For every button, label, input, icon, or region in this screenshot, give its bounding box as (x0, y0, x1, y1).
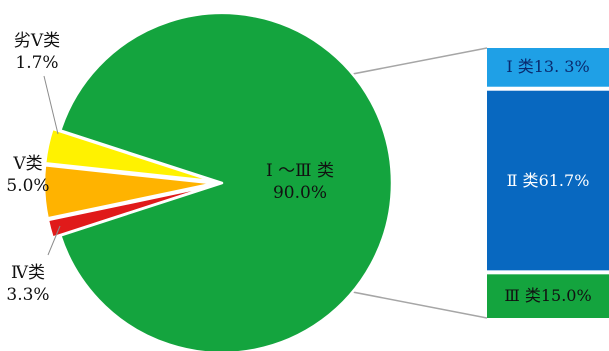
bar-segment-grade-3 (487, 274, 609, 318)
bar-segment-label-grade-2-name: Ⅱ 类 (506, 170, 539, 190)
slice-label-grade-4-name: Ⅳ类 (11, 263, 45, 283)
pie-slice-grade-4 (43, 127, 216, 183)
leader-line-grade-5-inferior (43, 75, 59, 135)
bar-segment-label-grade-3: Ⅲ 类15.0% (487, 285, 609, 307)
slice-label-grade-5-inferior-name: 劣Ⅴ类 (13, 31, 61, 51)
bar-segment-label-grade-1-value: 13. 3% (533, 57, 590, 77)
stacked-bar (487, 48, 609, 318)
slice-label-grade-1-3-value: 90.0% (272, 183, 327, 203)
pie-slice-grade-5 (42, 164, 216, 220)
leader-line-grade-4 (47, 225, 61, 256)
slice-label-grade-1-3: I ～Ⅲ 类 90.0% (240, 160, 360, 204)
pie (42, 11, 394, 351)
bar-segment-label-grade-1: Ⅰ 类13. 3% (487, 56, 609, 78)
slice-label-grade-4: Ⅳ类 3.3% (0, 262, 56, 306)
slice-label-grade-5-inferior-value: 1.7% (15, 53, 59, 73)
bar-segment-label-grade-3-name: Ⅲ 类 (504, 286, 541, 306)
slice-label-grade-1-3-name: I ～Ⅲ 类 (266, 161, 334, 181)
bar-segment-label-grade-1-name: Ⅰ 类 (506, 57, 534, 77)
bar-segment-grade-1 (487, 48, 609, 87)
pie-slice-grade-5-inferior (46, 183, 216, 239)
bar-segment-label-grade-2: Ⅱ 类61.7% (487, 170, 609, 192)
slice-label-grade-4-value: 3.3% (6, 285, 50, 305)
slice-label-grade-5-value: 5.0% (6, 176, 50, 196)
bar-segment-label-grade-2-value: 61.7% (538, 170, 590, 190)
bar-segment-label-grade-3-value: 15.0% (540, 286, 592, 306)
pie-slice-grade-1-3 (59, 11, 394, 351)
bar-segment-grade-2 (487, 90, 609, 271)
slice-label-grade-5-name: Ⅴ类 (13, 154, 43, 174)
leader-lines (43, 75, 61, 256)
slice-label-grade-5-inferior: 劣Ⅴ类 1.7% (2, 30, 72, 74)
slice-label-grade-5: Ⅴ类 5.0% (0, 153, 56, 197)
